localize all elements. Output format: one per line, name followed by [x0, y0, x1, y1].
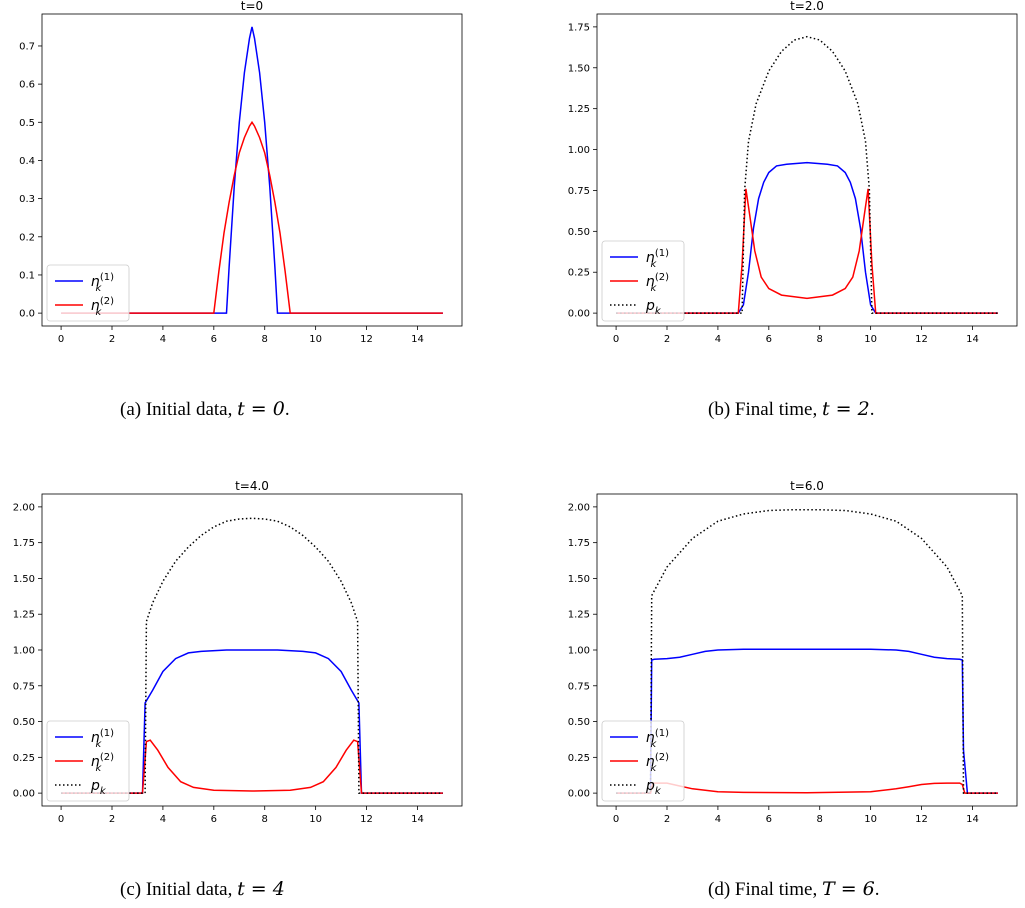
x-tick-label: 12 — [915, 814, 928, 825]
y-tick-label: 1.50 — [568, 63, 590, 74]
x-tick-label: 10 — [864, 814, 877, 825]
x-tick-label: 14 — [966, 814, 979, 825]
x-tick-label: 0 — [58, 814, 64, 825]
y-tick-label: 1.25 — [568, 104, 590, 115]
x-tick-label: 14 — [966, 334, 979, 345]
caption-b: (b) Final time, t = 2. — [708, 398, 874, 421]
x-tick-label: 12 — [915, 334, 928, 345]
y-tick-label: 1.25 — [13, 610, 35, 621]
chart-panel-d: t=6.0 0 2 4 6 8 10 12 14 0.00 0.25 0.50 0.75 1.00 1.25… — [555, 480, 1025, 825]
chart-a-svg: t=0 0 2 4 6 8 10 12 14 0.0 0.1 0.2 0.3 0.4 0.5 0.6 0.7 n(… — [0, 0, 470, 345]
y-tick-label: 0.5 — [19, 118, 35, 129]
y-tick-label: 0.1 — [19, 270, 35, 281]
y-tick-label: 0.75 — [13, 681, 35, 692]
y-tick-label: 1.75 — [568, 22, 590, 33]
x-tick-label: 2 — [109, 814, 115, 825]
chart-title: t=4.0 — [235, 479, 269, 493]
x-tick-label: 6 — [211, 334, 217, 345]
y-tick-label: 1.00 — [13, 646, 35, 657]
chart-panel-a: t=0 0 2 4 6 8 10 12 14 0.0 0.1 0.2 0.3 0.4 0.5 0.6 0.7 n(… — [0, 0, 470, 345]
y-tick-label: 1.00 — [568, 646, 590, 657]
x-tick-label: 0 — [613, 334, 619, 345]
y-tick-label: 1.75 — [13, 538, 35, 549]
y-tick-label: 0.00 — [13, 789, 35, 800]
x-tick-label: 0 — [58, 334, 64, 345]
x-tick-label: 6 — [766, 334, 772, 345]
y-tick-label: 0.50 — [13, 717, 35, 728]
caption-d: (d) Final time, T = 6. — [708, 878, 880, 901]
x-tick-label: 2 — [664, 334, 670, 345]
y-tick-label: 2.00 — [13, 502, 35, 513]
x-tick-label: 14 — [411, 334, 424, 345]
chart-title: t=0 — [241, 0, 263, 13]
y-tick-label: 0.75 — [568, 681, 590, 692]
chart-title: t=6.0 — [790, 479, 824, 493]
y-tick-label: 1.75 — [568, 538, 590, 549]
x-tick-label: 6 — [211, 814, 217, 825]
chart-b-svg: t=2.0 0 2 4 6 8 10 12 14 0.00 0.25 0.50 0.75 1.00 1.25… — [555, 0, 1025, 345]
x-tick-label: 10 — [309, 334, 322, 345]
chart-d-svg: t=6.0 0 2 4 6 8 10 12 14 0.00 0.25 0.50 0.75 1.00 1.25… — [555, 480, 1025, 825]
x-tick-label: 8 — [817, 814, 823, 825]
x-tick-label: 12 — [360, 334, 373, 345]
caption-c: (c) Initial data, t = 4 — [120, 878, 285, 901]
y-tick-label: 0.25 — [13, 753, 35, 764]
chart-panel-c: t=4.0 0 2 4 6 8 10 12 14 0.00 0.25 0.50 0.75 1.00 1.25… — [0, 480, 470, 825]
x-tick-label: 4 — [715, 334, 721, 345]
y-tick-label: 2.00 — [568, 502, 590, 513]
y-tick-label: 0.50 — [568, 717, 590, 728]
x-tick-label: 8 — [262, 814, 268, 825]
y-tick-label: 0.25 — [568, 268, 590, 279]
y-tick-label: 0.6 — [19, 80, 35, 91]
y-tick-label: 1.00 — [568, 145, 590, 156]
y-tick-label: 0.25 — [568, 753, 590, 764]
x-tick-label: 6 — [766, 814, 772, 825]
y-tick-label: 1.50 — [568, 574, 590, 585]
y-tick-label: 1.25 — [568, 610, 590, 621]
y-tick-label: 0.00 — [568, 789, 590, 800]
y-tick-label: 0.75 — [568, 186, 590, 197]
y-tick-label: 1.50 — [13, 574, 35, 585]
x-tick-label: 2 — [664, 814, 670, 825]
legend-box — [47, 265, 129, 321]
y-tick-label: 0.4 — [19, 156, 35, 167]
y-tick-label: 0.3 — [19, 194, 35, 205]
x-tick-label: 8 — [817, 334, 823, 345]
y-tick-label: 0.00 — [568, 309, 590, 320]
y-tick-label: 0.50 — [568, 227, 590, 238]
chart-title: t=2.0 — [790, 0, 824, 13]
x-tick-label: 4 — [160, 814, 166, 825]
chart-panel-b: t=2.0 0 2 4 6 8 10 12 14 0.00 0.25 0.50 0.75 1.00 1.25… — [555, 0, 1025, 345]
x-tick-label: 14 — [411, 814, 424, 825]
x-tick-label: 2 — [109, 334, 115, 345]
x-tick-label: 10 — [864, 334, 877, 345]
x-tick-label: 4 — [160, 334, 166, 345]
caption-a: (a) Initial data, t = 0. — [120, 398, 290, 421]
x-tick-label: 12 — [360, 814, 373, 825]
y-tick-label: 0.2 — [19, 232, 35, 243]
y-tick-label: 0.7 — [19, 41, 35, 52]
x-tick-label: 8 — [262, 334, 268, 345]
y-tick-label: 0.0 — [19, 309, 35, 320]
x-tick-label: 0 — [613, 814, 619, 825]
chart-c-svg: t=4.0 0 2 4 6 8 10 12 14 0.00 0.25 0.50 0.75 1.00 1.25… — [0, 480, 470, 825]
x-tick-label: 10 — [309, 814, 322, 825]
x-tick-label: 4 — [715, 814, 721, 825]
